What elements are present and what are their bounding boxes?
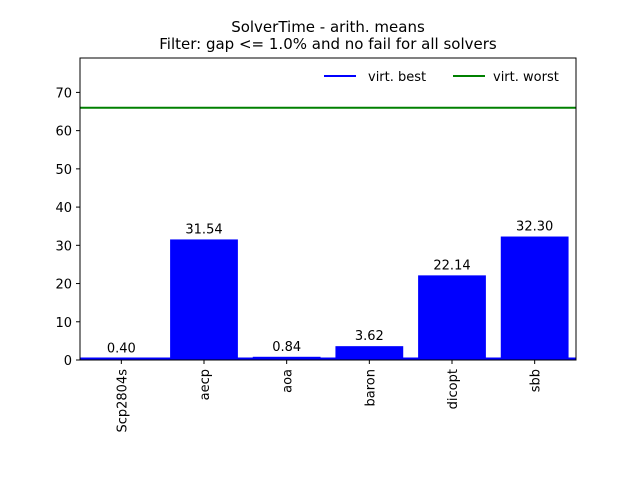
y-tick-label: 40	[55, 201, 72, 216]
chart-title: SolverTime - arith. means	[231, 18, 425, 36]
chart-subtitle: Filter: gap <= 1.0% and no fail for all …	[159, 35, 497, 53]
bar-value-labels: 0.40 31.54 0.84 3.62 22.14 32.30	[107, 220, 553, 357]
bar-value-label: 22.14	[433, 258, 470, 273]
legend-label-virt-worst: virt. worst	[493, 70, 559, 85]
reference-lines	[80, 106, 576, 360]
x-axis: Scp2804s aecp aoa baron dicopt sbb	[115, 360, 544, 433]
bar-aecp	[170, 239, 238, 360]
bar-value-label: 3.62	[355, 329, 384, 344]
y-axis: 0 10 20 30 40 50 60 70	[55, 86, 80, 369]
y-tick-label: 30	[55, 239, 72, 254]
y-tick-label: 70	[55, 86, 72, 101]
bar-value-label: 31.54	[185, 222, 222, 237]
plot-frame	[79, 57, 577, 361]
plot-area: 0.40 31.54 0.84 3.62 22.14 32.30 0 10 20 30 40 50 6…	[55, 57, 577, 433]
x-tick-label: dicopt	[446, 369, 461, 409]
y-tick-label: 50	[55, 163, 72, 178]
x-tick-label: baron	[363, 369, 378, 406]
y-tick-label: 10	[55, 316, 72, 331]
bar-dicopt	[418, 275, 486, 360]
y-tick-label: 60	[55, 125, 72, 140]
bar-value-label: 0.40	[107, 341, 136, 356]
bar-value-label: 32.30	[516, 220, 553, 235]
bar-sbb	[500, 236, 569, 360]
x-tick-label: aoa	[281, 369, 296, 393]
bar-value-label: 0.84	[272, 340, 301, 355]
bar-group	[87, 236, 569, 360]
y-tick-label: 0	[64, 354, 72, 369]
bar-baron	[335, 346, 404, 360]
legend: virt. best virt. worst	[324, 70, 559, 85]
x-tick-label: Scp2804s	[115, 369, 130, 433]
legend-label-virt-best: virt. best	[368, 70, 426, 85]
y-tick-label: 20	[55, 278, 72, 293]
x-tick-label: aecp	[198, 369, 213, 400]
x-tick-label: sbb	[529, 369, 544, 392]
